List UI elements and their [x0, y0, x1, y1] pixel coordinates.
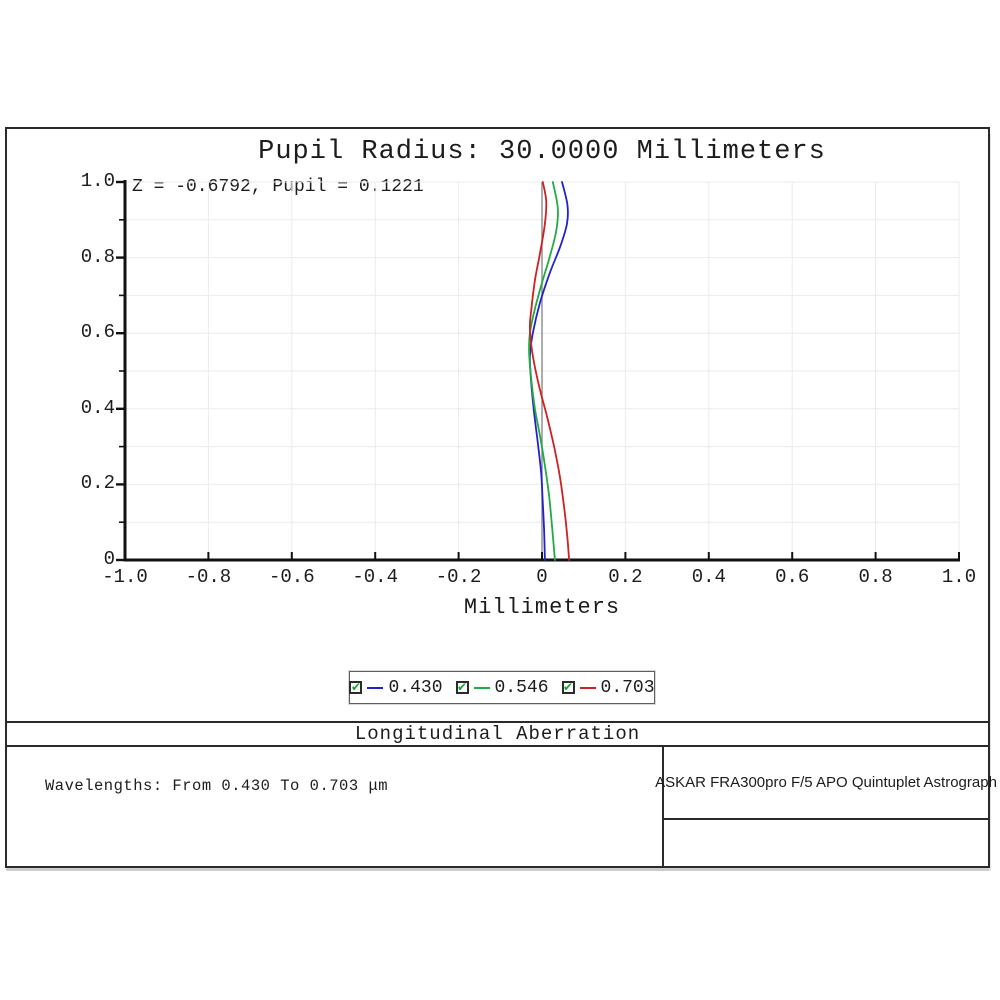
report-window-frame: Pupil Radius: 30.0000 Millimeters Z = -0… — [5, 127, 997, 868]
legend-checkbox[interactable]: ✔ — [349, 680, 363, 694]
legend-checkbox[interactable]: ✔ — [561, 680, 575, 694]
plot-type-band: Longitudinal Aberration — [7, 721, 988, 747]
legend-box: ✔ 0.430 ✔ 0.546 ✔ 0.703 — [349, 671, 655, 704]
legend-item-label: 0.703 — [600, 677, 655, 698]
legend-color-dash — [579, 686, 596, 689]
curve-0.546 — [528, 181, 559, 561]
legend-checkbox[interactable]: ✔ — [455, 680, 469, 694]
checkmark-icon: ✔ — [562, 680, 574, 694]
curve-0.703 — [528, 181, 570, 561]
wavelengths-text: Wavelengths: From 0.430 To 0.703 μm — [45, 777, 389, 795]
legend-color-dash — [473, 686, 490, 689]
checkmark-icon: ✔ — [456, 680, 468, 694]
legend-item: ✔ 0.703 — [561, 677, 655, 698]
footer-divider-vertical — [662, 747, 664, 866]
chart-title: Pupil Radius: 30.0000 Millimeters — [258, 137, 826, 167]
legend-item: ✔ 0.546 — [455, 677, 549, 698]
legend-item: ✔ 0.430 — [349, 677, 443, 698]
legend-color-dash — [367, 686, 384, 689]
instrument-name: ASKAR FRA300pro F/5 APO Quintuplet Astro… — [655, 774, 997, 791]
legend-item-label: 0.546 — [494, 677, 549, 698]
aberration-plot — [116, 180, 960, 562]
x-axis-title: Millimeters — [463, 595, 621, 620]
footer-divider-horizontal — [664, 818, 988, 820]
band-title: Longitudinal Aberration — [354, 723, 641, 745]
legend-item-label: 0.430 — [388, 677, 443, 698]
checkmark-icon: ✔ — [350, 680, 362, 694]
